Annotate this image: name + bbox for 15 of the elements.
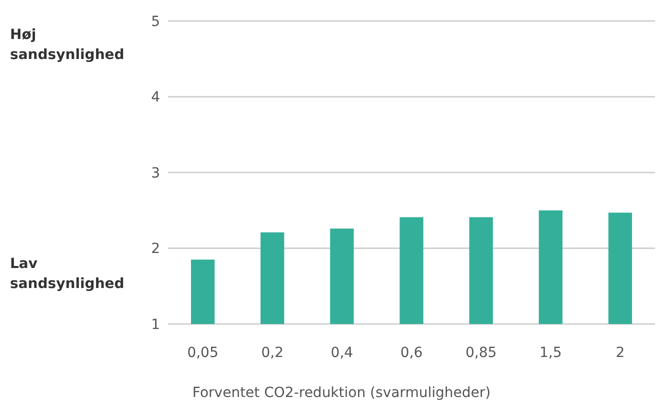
x-axis-title: Forventet CO2-reduktion (svarmuligheder)	[192, 385, 491, 401]
x-tick-label: 0,6	[400, 345, 423, 361]
text: Høj sandsynlighed	[10, 27, 124, 63]
y-tick-label: 3	[151, 165, 160, 182]
x-tick-label: 0,05	[187, 345, 218, 361]
x-tick-label: 2	[616, 345, 625, 361]
y-tick-label: 1	[151, 316, 160, 333]
y-tick-label: 4	[151, 90, 160, 106]
text: Lav sandsynlighed	[10, 256, 124, 292]
y-tick-label: 5	[151, 14, 160, 30]
y-tick-label: 2	[151, 241, 160, 258]
x-tick-label: 0,85	[465, 345, 497, 361]
x-tick-label: 0,4	[330, 345, 354, 361]
x-tick-label: 0,2	[261, 345, 284, 361]
x-tick-label: 1,5	[540, 345, 562, 361]
